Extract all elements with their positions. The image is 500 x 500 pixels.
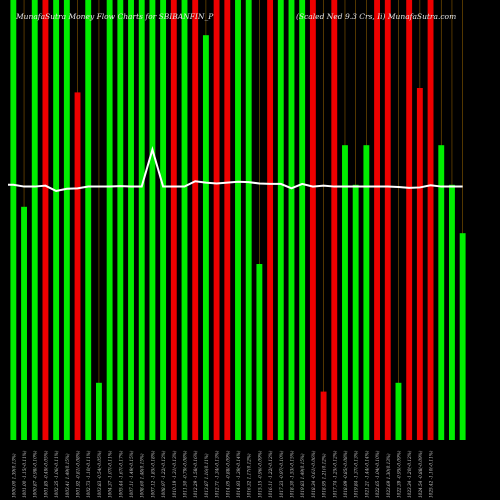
bar <box>331 0 338 440</box>
bar <box>309 0 316 440</box>
bar <box>42 0 49 440</box>
bar <box>449 184 455 440</box>
bar <box>31 0 38 440</box>
x-tick-label: 1010.19 -1.31(-0.13%) <box>172 450 177 498</box>
x-tick-label: 1003.83 -0.54(-0.05%) <box>97 450 102 498</box>
x-tick-labels: 1000.00 1.39(0.13%) 1001.00 -1.15(-0.11%)… <box>11 450 433 498</box>
x-tick-label: 1023.34 -1.20(-0.12%) <box>407 450 412 498</box>
bar <box>395 382 402 440</box>
bar <box>170 0 177 440</box>
x-tick-label: 1021.21 -1.44(-0.14%) <box>364 450 369 498</box>
x-tick-label: 1008.97 -1.22(-0.12%) <box>161 450 166 498</box>
bar <box>299 0 306 440</box>
x-tick-label: 1008.60 1.48(0.15%) <box>140 453 145 498</box>
bar <box>53 0 60 440</box>
x-tick-label: 1022.39 -0.95(-0.09%) <box>396 450 401 498</box>
x-tick-label: 1004.37 -1.07(-0.11%) <box>108 450 113 498</box>
bar <box>406 0 413 440</box>
bar <box>160 0 167 440</box>
bar <box>277 0 284 440</box>
x-tick-label: 1014.93 -1.39(-0.14%) <box>236 450 241 498</box>
x-tick-label: 1007.12 -1.85(-0.18%) <box>150 450 155 498</box>
x-tick-label: 1011.50 -0.79(-0.08%) <box>183 450 188 498</box>
x-tick-label: 1001.92 -0.81(-0.08%) <box>76 450 81 498</box>
x-tick-label: 1017.74 -1.25(-0.12%) <box>332 450 337 498</box>
x-tick-label: 1001.85 -0.49(-0.05%) <box>43 450 48 498</box>
x-tick-label: 1013.87 1.16(0.11%) <box>204 453 209 498</box>
x-tick-label: 1019.84 -1.37(-0.13%) <box>354 450 359 498</box>
bar <box>288 0 295 440</box>
x-tick-label: 1015.15 -0.96(-0.09%) <box>257 450 262 498</box>
x-tick-label: 1005.44 -1.67(-0.17%) <box>118 450 123 498</box>
x-tick-label: 1023.69 1.30(0.13%) <box>386 453 391 498</box>
x-tick-label: 1003.41 1.49(0.15%) <box>65 453 70 498</box>
bar <box>63 0 70 440</box>
bar <box>245 0 252 440</box>
x-tick-label: 1000.00 1.39(0.13%) <box>11 453 16 498</box>
bar <box>181 0 188 440</box>
bar <box>74 92 81 441</box>
bar <box>202 35 209 440</box>
bar <box>138 0 145 440</box>
bar <box>438 145 445 440</box>
bar <box>213 0 220 440</box>
x-tick-label: 1018.30 -1.53(-0.15%) <box>289 450 294 498</box>
bar <box>149 0 156 440</box>
bar <box>427 0 434 440</box>
x-tick-label: 1000.87 -0.98(-0.10%) <box>33 450 38 498</box>
x-tick-label: 1002.35 -1.06(-0.11%) <box>54 450 59 498</box>
x-tick-label: 1016.11 -1.22(-0.12%) <box>268 450 273 498</box>
bars <box>10 0 466 441</box>
bar <box>374 0 381 440</box>
chart-title-left: MunafaSutra Money Flow Charts for SBIBAN… <box>16 12 214 21</box>
bar <box>352 184 359 440</box>
bar <box>85 0 92 440</box>
bar <box>363 145 370 440</box>
bar <box>384 0 391 440</box>
x-tick-label: 1018.99 -0.85(-0.08%) <box>343 450 348 498</box>
bar <box>459 233 466 440</box>
flow-line <box>8 146 463 193</box>
x-tick-label: 1019.83 1.49(0.15%) <box>300 453 305 498</box>
bar <box>192 0 199 440</box>
bar <box>21 206 27 440</box>
x-tick-label: 1018.34 -0.61(-0.06%) <box>311 450 316 498</box>
bar <box>10 0 17 440</box>
x-tick-label: 1001.00 -1.15(-0.11%) <box>22 450 27 498</box>
bar <box>342 145 348 440</box>
x-tick-label: 1017.33 -0.97(-0.10%) <box>279 450 284 498</box>
bar <box>106 0 113 440</box>
bar <box>416 88 423 440</box>
bar <box>117 0 124 440</box>
bar <box>95 382 102 440</box>
x-tick-label: 1022.65 -1.04(-0.10%) <box>375 450 380 498</box>
x-tick-label: 1012.29 -1.58(-0.16%) <box>193 450 198 498</box>
x-tick-label: 1014.05 -0.88(-0.09%) <box>225 450 230 498</box>
x-tick-label: 1024.54 -0.88(-0.09%) <box>418 450 423 498</box>
x-tick-label: 1025.42 -1.10(-0.11%) <box>429 450 434 498</box>
bar <box>256 264 263 440</box>
bar <box>320 391 327 440</box>
bar <box>267 0 274 440</box>
chart-title-right: (Scaled Ned 9.3 Crs, Ii) MunafaSutra.com <box>296 12 457 21</box>
x-tick-label: 1002.73 -1.10(-0.11%) <box>86 450 91 498</box>
x-tick-label: 1016.32 1.17(0.12%) <box>247 453 252 498</box>
bar <box>128 0 134 440</box>
bar <box>235 0 241 440</box>
bar <box>224 0 231 440</box>
x-tick-label: 1007.11 -1.49(-0.15%) <box>129 450 134 498</box>
x-tick-label: 1012.71 -1.34(-0.13%) <box>215 450 220 498</box>
x-tick-label: 1018.95 1.21(0.12%) <box>322 453 327 498</box>
